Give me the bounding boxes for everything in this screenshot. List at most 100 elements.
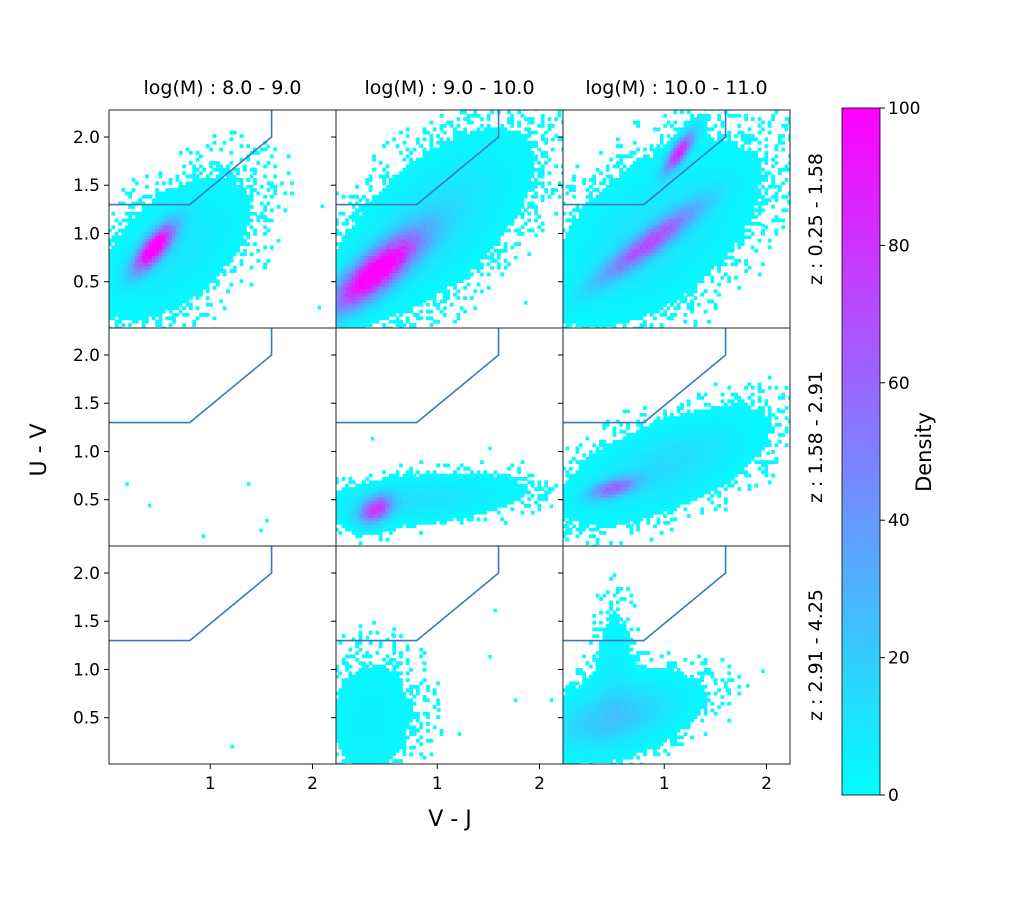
- density-bin: [592, 175, 596, 179]
- density-bin: [423, 215, 427, 219]
- density-bin: [569, 252, 573, 256]
- density-bin: [125, 269, 129, 273]
- density-bin: [483, 131, 487, 135]
- density-bin: [497, 229, 501, 233]
- density-bin: [250, 168, 254, 172]
- density-bin: [256, 249, 260, 253]
- density-bin: [500, 205, 504, 209]
- density-bin: [159, 296, 163, 300]
- density-bin: [145, 273, 149, 277]
- density-bin: [582, 283, 586, 287]
- density-bin: [576, 313, 580, 317]
- density-bin: [122, 293, 126, 297]
- density-bin: [440, 144, 444, 148]
- density-bin: [606, 252, 610, 256]
- density-bin: [219, 239, 223, 243]
- density-bin: [216, 185, 220, 189]
- density-bin: [463, 246, 467, 250]
- density-bin: [142, 246, 146, 250]
- density-bin: [487, 246, 491, 250]
- density-bin: [219, 208, 223, 212]
- density-bin: [470, 141, 474, 145]
- density-bin: [389, 283, 393, 287]
- density-bin: [436, 306, 440, 310]
- density-bin: [179, 181, 183, 185]
- density-bin: [633, 185, 637, 189]
- density-bin: [111, 303, 115, 307]
- density-bin: [386, 310, 390, 314]
- density-bin: [372, 269, 376, 273]
- density-bin: [206, 225, 210, 229]
- density-bin: [619, 215, 623, 219]
- density-bin: [446, 215, 450, 219]
- density-bin: [155, 212, 159, 216]
- density-bin: [467, 205, 471, 209]
- density-bin: [206, 276, 210, 280]
- density-bin: [250, 219, 254, 223]
- density-bin: [206, 144, 210, 148]
- density-bin: [172, 195, 176, 199]
- density-bin: [409, 303, 413, 307]
- density-bin: [504, 158, 508, 162]
- density-bin: [125, 296, 129, 300]
- density-bin: [579, 276, 583, 280]
- density-bin: [186, 262, 190, 266]
- density-bin: [586, 320, 590, 324]
- density-bin: [213, 188, 217, 192]
- density-bin: [517, 171, 521, 175]
- density-bin: [419, 256, 423, 260]
- density-bin: [132, 316, 136, 320]
- density-bin: [419, 168, 423, 172]
- density-bin: [453, 188, 457, 192]
- density-bin: [396, 185, 400, 189]
- density-bin: [349, 279, 353, 283]
- density-bin: [446, 269, 450, 273]
- density-bin: [613, 205, 617, 209]
- density-bin: [470, 181, 474, 185]
- density-bin: [145, 296, 149, 300]
- density-bin: [149, 286, 153, 290]
- density-bin: [359, 293, 363, 297]
- density-bin: [531, 154, 535, 158]
- density-bin: [379, 289, 383, 293]
- density-bin: [477, 175, 481, 179]
- density-bin: [500, 168, 504, 172]
- density-bin: [396, 310, 400, 314]
- density-bin: [179, 219, 183, 223]
- density-bin: [182, 188, 186, 192]
- density-bin: [389, 225, 393, 229]
- density-bin: [423, 165, 427, 169]
- density-bin: [162, 303, 166, 307]
- density-bin: [606, 293, 610, 297]
- density-bin: [507, 178, 511, 182]
- density-bin: [149, 313, 153, 317]
- density-bin: [176, 208, 180, 212]
- density-bin: [372, 266, 376, 270]
- density-bin: [457, 212, 461, 216]
- density-bin: [342, 286, 346, 290]
- density-bin: [122, 310, 126, 314]
- density-bin: [586, 229, 590, 233]
- density-bin: [613, 242, 617, 246]
- density-bin: [216, 229, 220, 233]
- density-bin: [541, 117, 545, 121]
- density-bin: [386, 192, 390, 196]
- density-bin: [223, 212, 227, 216]
- density-bin: [243, 215, 247, 219]
- density-bin: [619, 161, 623, 165]
- density-bin: [521, 195, 525, 199]
- density-bin: [460, 202, 464, 206]
- density-bin: [349, 306, 353, 310]
- density-bin: [392, 219, 396, 223]
- density-bin: [230, 131, 234, 135]
- density-bin: [230, 188, 234, 192]
- density-bin: [152, 252, 156, 256]
- density-bin: [426, 161, 430, 165]
- density-bin: [236, 198, 240, 202]
- density-bin: [145, 293, 149, 297]
- density-bin: [376, 262, 380, 266]
- density-bin: [213, 222, 217, 226]
- density-bin: [589, 192, 593, 196]
- density-bin: [453, 158, 457, 162]
- density-bin: [379, 276, 383, 280]
